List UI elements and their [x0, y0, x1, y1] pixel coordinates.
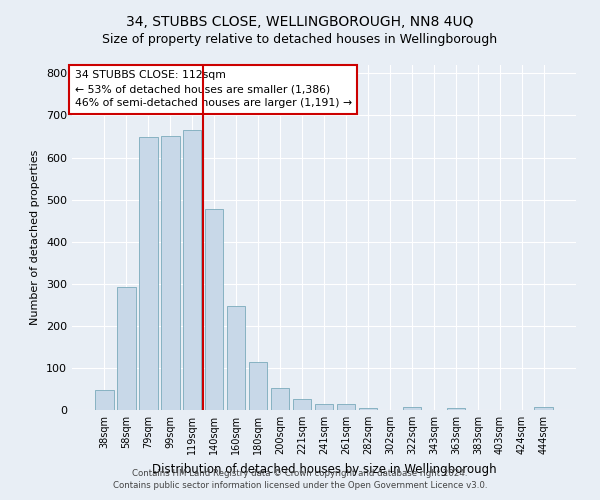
- Bar: [161, 136, 179, 410]
- Bar: [314, 404, 334, 410]
- Bar: [139, 136, 158, 410]
- Text: 34 STUBBS CLOSE: 112sqm
← 53% of detached houses are smaller (1,386)
46% of semi: 34 STUBBS CLOSE: 112sqm ← 53% of detache…: [74, 70, 352, 108]
- Bar: [337, 404, 355, 410]
- Text: Contains HM Land Registry data © Crown copyright and database right 2024.
Contai: Contains HM Land Registry data © Crown c…: [113, 468, 487, 490]
- Bar: [249, 362, 268, 410]
- Bar: [446, 408, 465, 410]
- Bar: [95, 390, 113, 410]
- Text: Size of property relative to detached houses in Wellingborough: Size of property relative to detached ho…: [103, 32, 497, 46]
- Y-axis label: Number of detached properties: Number of detached properties: [31, 150, 40, 325]
- Bar: [227, 306, 245, 410]
- Bar: [117, 286, 136, 410]
- Bar: [535, 408, 553, 410]
- Bar: [293, 398, 311, 410]
- Bar: [271, 388, 289, 410]
- X-axis label: Distribution of detached houses by size in Wellingborough: Distribution of detached houses by size …: [152, 462, 496, 475]
- Bar: [205, 210, 223, 410]
- Bar: [359, 408, 377, 410]
- Text: 34, STUBBS CLOSE, WELLINGBOROUGH, NN8 4UQ: 34, STUBBS CLOSE, WELLINGBOROUGH, NN8 4U…: [126, 15, 474, 29]
- Bar: [403, 407, 421, 410]
- Bar: [183, 130, 202, 410]
